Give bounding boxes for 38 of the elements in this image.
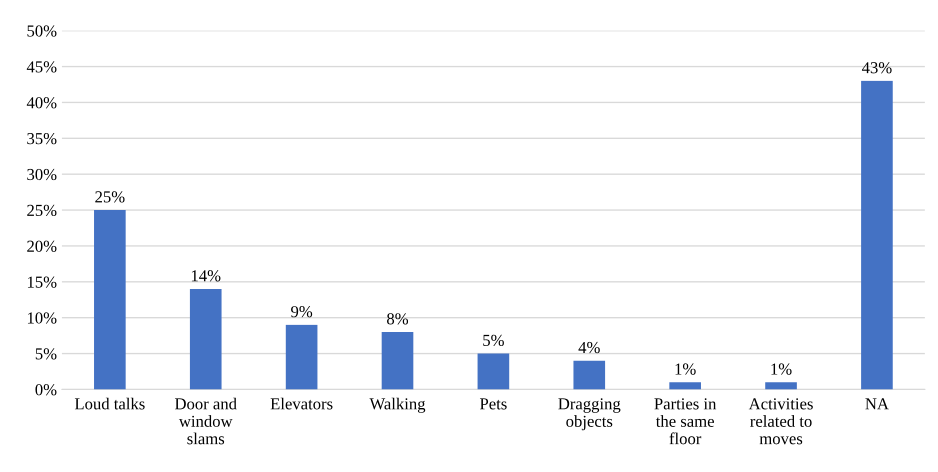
data-label: 1%: [771, 363, 792, 375]
bar: [669, 382, 701, 390]
data-label: 14%: [192, 270, 220, 282]
y-tick-label: 10%: [28, 312, 56, 324]
x-tick-label: Pets: [480, 398, 507, 410]
data-label: 43%: [862, 62, 892, 74]
y-tick-label: 30%: [27, 168, 56, 180]
data-label: 9%: [291, 306, 312, 318]
x-tick-label: Walking: [369, 398, 426, 413]
bar: [382, 332, 414, 390]
bar: [190, 288, 222, 390]
x-tick-label: Parties in the same floor: [654, 398, 716, 444]
y-tick-label: 25%: [27, 204, 56, 216]
x-tick-label: Activities related to moves: [748, 398, 813, 444]
x-tick-label: NA: [865, 398, 889, 410]
x-tick-label: Loud talks: [74, 398, 145, 410]
y-tick-label: 5%: [36, 348, 56, 360]
bar: [286, 324, 318, 390]
y-tick-label: 40%: [26, 97, 56, 108]
x-tick-label: Door and window slams: [174, 398, 237, 444]
bar: [94, 210, 126, 390]
x-tick-label: Dragging objects: [558, 398, 620, 430]
y-tick-label: 50%: [27, 25, 56, 37]
data-label: 8%: [387, 313, 408, 325]
data-label: 25%: [95, 191, 125, 203]
y-tick-label: 20%: [27, 240, 56, 252]
bar: [478, 354, 510, 390]
data-label: 4%: [578, 342, 600, 354]
bar: [861, 80, 893, 390]
y-tick-label: 15%: [28, 276, 56, 288]
bar: [573, 360, 606, 390]
y-tick-label: 0%: [35, 384, 56, 396]
data-label: 5%: [483, 334, 504, 346]
y-tick-label: 35%: [27, 132, 56, 144]
x-tick-label: Elevators: [270, 398, 332, 410]
data-label: 1%: [676, 363, 696, 375]
y-tick-label: 45%: [26, 61, 56, 73]
bar: [765, 382, 797, 390]
